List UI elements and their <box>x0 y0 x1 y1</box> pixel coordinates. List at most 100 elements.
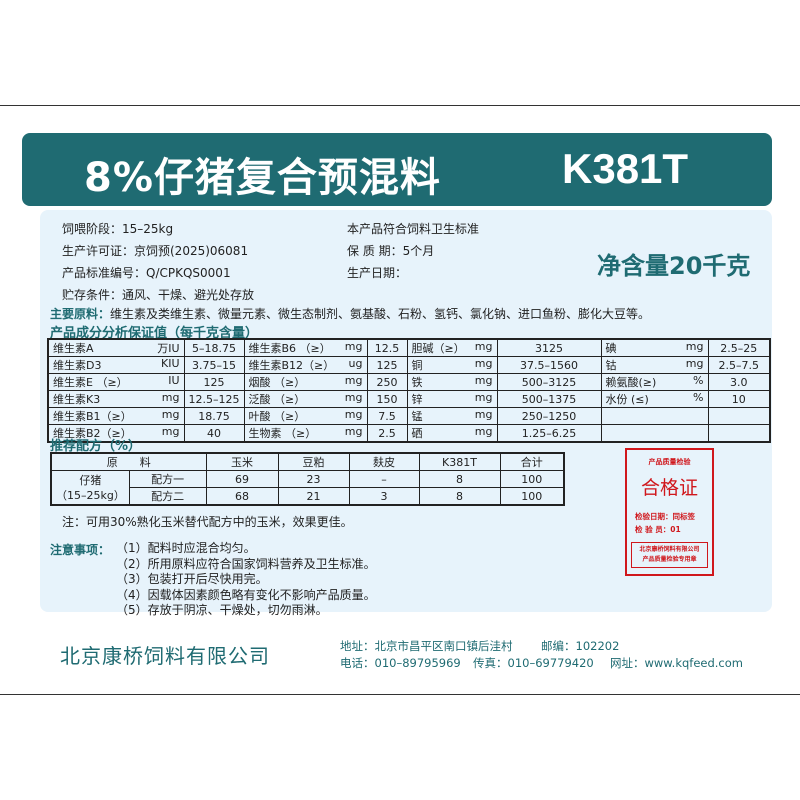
nutrient-name-cell: 叶酸 （≥） mg <box>243 407 368 425</box>
nutrient-value: 500–1375 <box>496 390 602 408</box>
nutrient-value: 7.5 <box>366 407 408 425</box>
nutrient-name-cell: 钴 mg <box>600 356 709 374</box>
cell: 100 <box>499 470 565 488</box>
nutrient-name-cell: 铁 mg <box>406 373 498 391</box>
nutrient-value: 40 <box>183 424 245 443</box>
nutrient-name-cell: 维生素B12（≥） ug <box>243 356 368 374</box>
nutrient-value: 125 <box>183 373 245 391</box>
cell: – <box>348 470 420 488</box>
nutrient-name: 泛酸 （≥） <box>248 393 306 406</box>
nutrient-unit: mg <box>344 408 363 421</box>
nutrient-unit: ug <box>348 357 363 370</box>
group-weight: （15–25kg） <box>56 488 125 502</box>
nutrient-value: 2.5–25 <box>707 338 771 357</box>
nutrient-unit: mg <box>474 357 493 370</box>
nutrient-unit: mg <box>161 391 180 404</box>
nutrient-unit: mg <box>474 408 493 421</box>
nutrient-name: 维生素B6 （≥） <box>248 342 331 355</box>
cell: 23 <box>277 470 350 488</box>
nutrient-name-cell: 生物素 （≥） mg <box>243 424 368 443</box>
nutrient-name-cell: 锌 mg <box>406 390 498 408</box>
nutrient-unit: mg <box>474 425 493 438</box>
company-name: 北京康桥饲料有限公司 <box>60 644 270 668</box>
nutrient-name-cell: 维生素K3 mg <box>47 390 185 408</box>
nutrient-unit: mg <box>344 425 363 438</box>
group-name: 仔猪 <box>79 473 102 487</box>
main-ingredients: 主要原料：维生素及类维生素、微量元素、微生态制剂、氨基酸、石粉、氢钙、氯化钠、进… <box>50 305 650 322</box>
seal-line: 北京康桥饲料有限公司 <box>639 546 700 553</box>
nutrient-name-cell: 硒 mg <box>406 424 498 443</box>
company-seal: 北京康桥饲料有限公司 产品质量检验专用章 <box>631 542 708 568</box>
nutrient-value: 5–18.75 <box>183 338 245 357</box>
nutrient-unit: KIU <box>160 357 180 370</box>
cell: 配方二 <box>128 487 207 506</box>
nutrient-value: 3125 <box>496 338 602 357</box>
nutrient-name-cell: 碘 mg <box>600 338 709 357</box>
cell: 21 <box>277 487 350 506</box>
inspection-date: 检验日期：同标签 <box>635 512 695 521</box>
nutrient-name: 碘 <box>605 342 617 355</box>
nutrient-name: 维生素K3 <box>53 393 101 406</box>
seal-line: 产品质量检验专用章 <box>642 556 697 563</box>
phone: 电话：010–89795969 <box>340 656 461 670</box>
nutrient-value: 500–3125 <box>496 373 602 391</box>
nutrient-name: 维生素B2（≥） <box>53 427 132 440</box>
nutrient-name: 水份 (≤) <box>605 393 649 406</box>
product-title: 8%仔猪复合预混料 <box>84 155 441 201</box>
nutrient-name-cell: 维生素B1（≥） mg <box>47 407 185 425</box>
nutrient-unit: IU <box>168 374 180 387</box>
nutrient-unit: % <box>693 374 704 387</box>
nutrient-unit: mg <box>161 425 180 438</box>
nutrient-value: 37.5–1560 <box>496 356 602 374</box>
nutrient-name: 铜 <box>411 359 423 372</box>
nutrient-value: 150 <box>366 390 408 408</box>
table-row: 仔猪 （15–25kg） 配方一 69 23 – 8 100 <box>50 470 565 506</box>
nutrient-name: 生物素 （≥） <box>248 427 317 440</box>
nutrient-name: 锌 <box>411 393 423 406</box>
production-date: 生产日期： <box>347 266 408 280</box>
nutrient-name-cell: 铜 mg <box>406 356 498 374</box>
nutrient-unit: mg <box>161 408 180 421</box>
inspector: 检 验 员：01 <box>635 525 681 534</box>
postcode: 邮编：102202 <box>541 639 620 653</box>
header-cell: K381T <box>418 452 501 471</box>
header-cell: 玉米 <box>205 452 279 471</box>
nutrient-name-cell <box>600 424 709 443</box>
nutrient-value: 3.0 <box>707 373 771 391</box>
nutrient-value: 125 <box>366 356 408 374</box>
header-cell: 豆粕 <box>277 452 350 471</box>
nutrient-value: 3.75–15 <box>183 356 245 374</box>
nutrient-unit: mg <box>344 340 363 353</box>
nutrient-name: 维生素D3 <box>53 359 102 372</box>
analysis-title: 产品成分分析保证值（每千克含量） <box>50 326 259 341</box>
nutrient-name-cell: 维生素E （≥） IU <box>47 373 185 391</box>
nutrient-unit: 万IU <box>157 342 180 355</box>
list-item: （3）包装打开后尽快用完。 <box>116 572 268 586</box>
nutrient-name: 赖氨酸(≥) <box>605 376 657 389</box>
nutrient-name: 维生素B12（≥） <box>248 359 335 372</box>
stamp-top: 产品质量检验 <box>648 458 691 466</box>
table-row: 配方二 68 21 3 8 100 <box>51 487 565 506</box>
nutrient-name: 铁 <box>411 376 423 389</box>
nutrient-unit: mg <box>474 391 493 404</box>
nutrient-name-cell: 水份 (≤)% <box>600 390 709 408</box>
shelf-life: 保 质 期：5个月 <box>347 244 435 258</box>
nutrient-name: 钴 <box>605 359 617 372</box>
nutrient-value: 12.5–125 <box>183 390 245 408</box>
title-banner: 8%仔猪复合预混料 K381T <box>22 133 772 206</box>
nutrient-name-cell: 胆碱（≥） mg <box>406 338 498 357</box>
nutrient-name-cell: 维生素B6 （≥） mg <box>243 338 368 357</box>
formula-note: 注：可用30%熟化玉米替代配方中的玉米，效果更佳。 <box>62 515 353 529</box>
nutrient-name: 维生素B1（≥） <box>53 410 132 423</box>
nutrient-name-cell: 维生素B2（≥） mg <box>47 424 185 443</box>
address: 地址：北京市昌平区南口镇后洼村 <box>340 639 513 653</box>
cell: 8 <box>418 470 501 488</box>
nutrient-name-cell: 维生素A 万IU <box>47 338 185 357</box>
feeding-stage: 饲喂阶段：15–25kg <box>62 222 174 236</box>
header-cell: 原 料 <box>50 452 207 471</box>
header-cell: 合计 <box>499 452 565 471</box>
group-cell: 仔猪 （15–25kg） <box>50 470 130 506</box>
nutrient-value: 12.5 <box>366 338 408 357</box>
net-content: 净含量20千克 <box>597 252 751 280</box>
nutrient-unit: mg <box>344 374 363 387</box>
